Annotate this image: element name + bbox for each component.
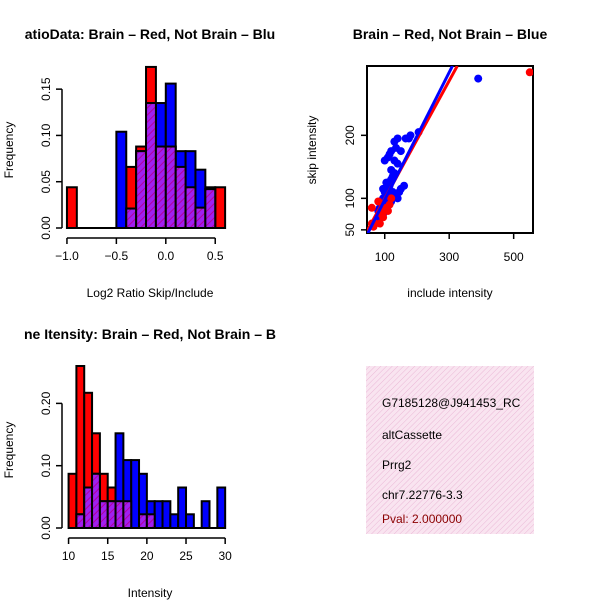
bar-overlap <box>83 486 94 529</box>
x-tick-label: 300 <box>439 250 459 264</box>
x-tick-label: 0.0 <box>157 249 174 263</box>
point-brain <box>379 213 388 222</box>
bar-overlap <box>204 188 217 229</box>
bar-overlap <box>194 206 207 230</box>
x-tick-label: 30 <box>218 549 232 563</box>
bar-overlap <box>154 145 167 229</box>
bar-overlap <box>75 513 86 529</box>
bar-overlap <box>174 165 187 230</box>
point-not-brain <box>400 181 409 190</box>
info-line-location: chr7.22776-3.3 <box>382 488 463 502</box>
chart-title: ne Itensity: Brain – Red, Not Brain – B <box>24 326 276 342</box>
x-tick-label: 25 <box>179 549 193 563</box>
x-tick-label: 0.5 <box>207 249 224 263</box>
scatter-panel: Brain – Red, Not Brain – Blue include in… <box>305 26 547 300</box>
y-axis-label: Frequency <box>2 422 16 479</box>
bar-overlap <box>125 207 138 229</box>
y-tick-label: 0.20 <box>39 391 53 415</box>
point-brain <box>385 200 394 209</box>
bar-not-brain <box>130 459 141 530</box>
y-axis-label: Frequency <box>2 122 16 179</box>
chart-title: atioData: Brain – Red, Not Brain – Blu <box>25 26 275 42</box>
bar-not-brain <box>185 513 195 529</box>
y-tick-label: 0.10 <box>39 454 53 478</box>
x-axis-label: Intensity <box>128 586 173 600</box>
plot-box <box>366 65 534 234</box>
point-not-brain <box>393 134 402 143</box>
scatter-marks: 100 300 500 50 100 200 <box>343 66 533 264</box>
x-axis-label: Log2 Ratio Skip/Include <box>87 286 214 300</box>
bar-overlap <box>91 472 101 529</box>
y-tick-label: 0.05 <box>39 170 53 194</box>
point-not-brain <box>393 194 402 203</box>
y-axis-label: skip intensity <box>305 116 319 185</box>
info-panel: G7185128@J941453_RC altCassette Prrg2 ch… <box>366 366 534 534</box>
x-tick-label: 100 <box>375 250 395 264</box>
y-tick-label: 50 <box>343 223 357 237</box>
bar-not-brain <box>153 500 164 530</box>
bar-not-brain <box>169 513 180 529</box>
bar-overlap <box>145 513 156 529</box>
bar-brain <box>214 186 227 229</box>
scatter-plot-area <box>367 66 533 233</box>
bar-not-brain <box>177 486 188 529</box>
point-not-brain <box>474 74 483 83</box>
bar-overlap <box>184 186 197 229</box>
bar-brain <box>67 472 78 529</box>
x-tick-label: 10 <box>62 549 76 563</box>
point-brain <box>383 206 392 215</box>
point-not-brain <box>396 147 405 156</box>
bar-overlap <box>138 513 148 529</box>
y-tick-label: 0.00 <box>39 216 53 240</box>
bar-overlap <box>98 500 109 530</box>
bar-overlap <box>145 102 157 229</box>
x-tick-label: −0.5 <box>105 249 129 263</box>
info-background <box>366 366 534 534</box>
x-axis-label: include intensity <box>407 286 492 300</box>
bar-overlap <box>135 150 148 229</box>
point-not-brain <box>393 159 402 168</box>
point-brain <box>374 197 383 206</box>
y-tick-label: 100 <box>343 188 357 208</box>
intensity-histogram-panel: ne Itensity: Brain – Red, Not Brain – B … <box>2 326 276 600</box>
point-brain <box>375 219 384 228</box>
point-brain <box>367 203 376 212</box>
y-tick-label: 200 <box>343 125 357 145</box>
x-tick-label: −1.0 <box>55 249 79 263</box>
point-brain <box>525 68 533 77</box>
y-tick-label: 0.10 <box>39 123 53 147</box>
y-tick-label: 0.15 <box>39 77 53 101</box>
bar-not-brain <box>161 500 172 530</box>
bar-brain <box>65 186 78 229</box>
bar-not-brain <box>216 486 227 529</box>
bar-brain <box>75 365 86 529</box>
fit-line-not-brain <box>367 66 454 233</box>
info-line-type: altCassette <box>382 428 442 442</box>
info-line-gene: Prrg2 <box>382 458 412 472</box>
chart-title: Brain – Red, Not Brain – Blue <box>353 26 548 42</box>
bar-not-brain <box>115 130 128 229</box>
point-brain <box>387 194 396 203</box>
x-tick-label: 500 <box>504 250 524 264</box>
y-tick-label: 0.00 <box>39 516 53 540</box>
bar-overlap <box>122 500 133 530</box>
bar-not-brain <box>200 500 211 530</box>
bar-overlap <box>106 500 117 530</box>
ratio-histogram-panel: atioData: Brain – Red, Not Brain – Blu L… <box>2 26 275 300</box>
ratio-marks: −1.0 −0.5 0.0 0.5 0.00 0.05 0.10 0.15 <box>39 65 227 263</box>
x-tick-label: 20 <box>140 549 154 563</box>
intensity-marks: 10 15 20 25 30 0.00 0.10 0.20 <box>39 365 232 563</box>
bar-overlap <box>114 500 125 530</box>
pval-text: Pval: 2.000000 <box>382 512 462 526</box>
x-tick-label: 15 <box>101 549 115 563</box>
point-not-brain <box>406 131 415 140</box>
info-line-id: G7185128@J941453_RC <box>382 396 521 410</box>
bar-overlap <box>164 145 177 229</box>
